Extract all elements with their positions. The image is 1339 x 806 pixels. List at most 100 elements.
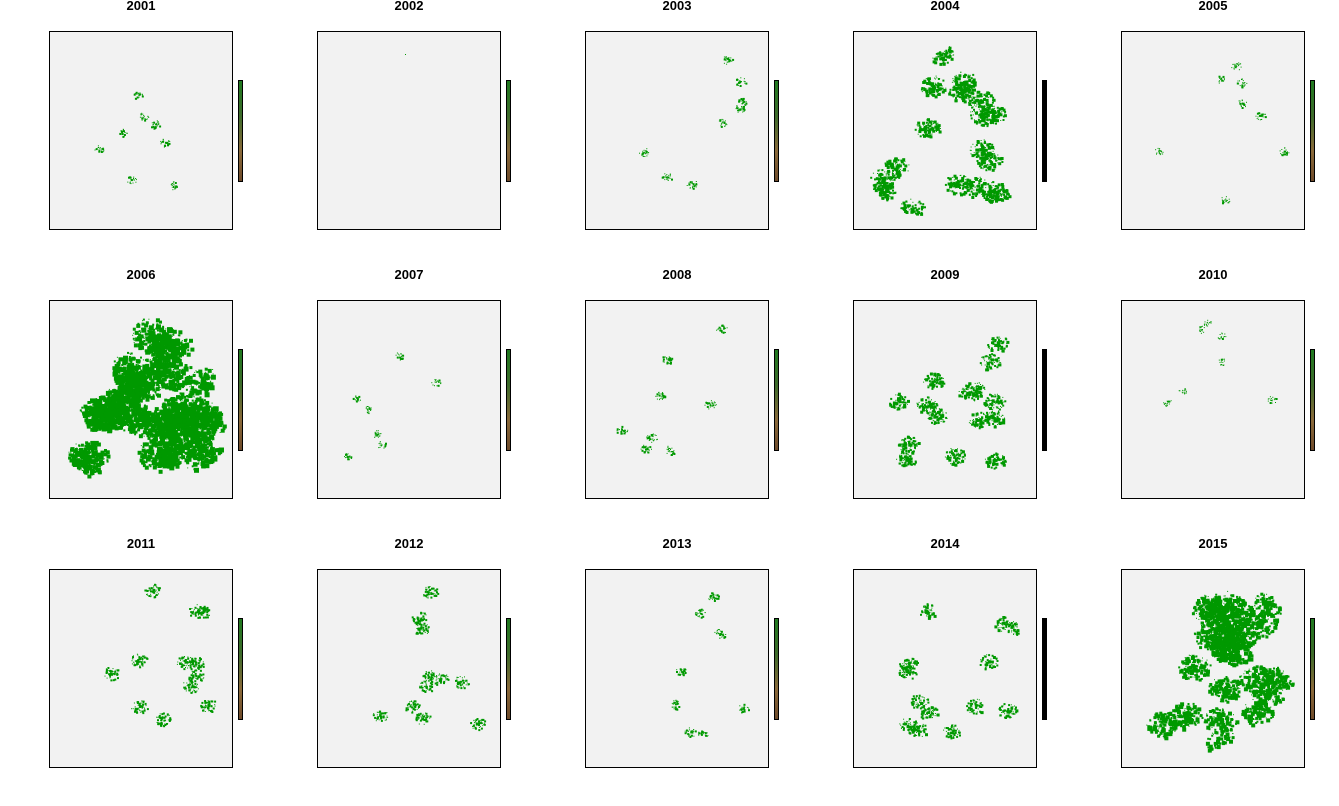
burned-patch	[959, 74, 961, 76]
burned-patch	[185, 456, 188, 459]
burned-patch	[887, 171, 890, 174]
burned-patch	[974, 101, 977, 104]
burned-patch	[191, 386, 195, 390]
burned-patch	[962, 192, 966, 196]
burned-patch	[953, 54, 955, 56]
burned-patch	[137, 322, 140, 325]
burned-patch	[989, 164, 991, 166]
burned-patch	[959, 179, 963, 183]
burned-patch	[903, 204, 907, 208]
burned-patch	[217, 419, 219, 421]
burned-patch	[158, 458, 163, 463]
burned-patch	[970, 111, 972, 113]
burned-patch	[207, 383, 210, 385]
burned-patch	[915, 212, 917, 215]
burned-patch	[1238, 83, 1240, 85]
burned-patch	[193, 401, 198, 406]
burned-patch	[149, 344, 151, 347]
burned-patch	[142, 406, 144, 408]
burned-patch	[903, 160, 905, 162]
burned-patch	[156, 364, 159, 367]
burned-patch	[151, 412, 155, 417]
burned-patch	[989, 161, 992, 163]
burned-patch	[162, 366, 165, 368]
burned-patch	[957, 185, 960, 188]
burned-patch	[934, 95, 938, 99]
burned-patch	[212, 411, 214, 413]
burned-patch	[159, 453, 164, 458]
burned-patch	[181, 369, 185, 374]
burned-patch	[933, 123, 935, 125]
burned-patch	[1006, 196, 1008, 197]
burned-patch	[1159, 148, 1161, 150]
burned-patch	[147, 116, 149, 118]
burned-patch	[174, 387, 179, 392]
burned-patch	[976, 120, 978, 123]
burned-patch	[986, 195, 988, 198]
burned-patch	[186, 345, 190, 349]
burned-patch	[171, 336, 173, 337]
burned-patch	[971, 99, 974, 101]
burned-patch	[943, 52, 946, 55]
burned-patch	[200, 421, 204, 425]
burned-patch	[156, 427, 158, 429]
burned-patch	[134, 93, 136, 95]
burned-patch	[102, 147, 104, 149]
burned-patch	[974, 104, 975, 106]
burned-patch	[144, 359, 147, 362]
burned-patch	[141, 462, 144, 465]
burned-patch	[138, 367, 141, 370]
burned-patch	[979, 110, 982, 113]
burned-patch	[994, 197, 998, 201]
burned-patch	[177, 382, 182, 387]
burned-patch	[142, 464, 146, 468]
burned-patch	[144, 384, 147, 387]
burned-patch	[144, 342, 148, 346]
burned-patch	[996, 106, 999, 109]
burned-patch	[152, 458, 155, 461]
burned-patch	[84, 471, 88, 475]
burned-patch	[154, 337, 158, 341]
burned-patch	[886, 162, 890, 166]
burned-patch	[943, 50, 945, 52]
burned-patch	[669, 173, 671, 175]
burned-patch	[978, 116, 980, 118]
burned-patch	[739, 80, 741, 81]
burned-patch	[904, 210, 908, 213]
burned-patch	[967, 182, 971, 186]
burned-patch	[126, 132, 128, 134]
burned-patch	[124, 132, 126, 134]
burned-patch	[152, 330, 155, 333]
burned-patch	[1234, 65, 1236, 67]
burned-patch	[996, 119, 999, 123]
burned-patch	[180, 401, 184, 405]
burned-patch	[900, 207, 903, 210]
burned-patch	[948, 47, 951, 50]
burned-patch	[152, 439, 154, 441]
burned-patch	[931, 93, 934, 96]
burned-patch	[184, 409, 188, 413]
burned-patch	[983, 152, 986, 156]
burned-patch	[164, 415, 166, 417]
burned-patch	[874, 189, 878, 193]
burned-patch	[992, 189, 996, 193]
burned-patch	[939, 92, 941, 94]
burned-patch	[172, 435, 176, 438]
burned-patch	[691, 181, 693, 183]
burned-patch	[154, 431, 160, 437]
burned-patch	[872, 184, 875, 187]
burned-patch	[156, 120, 158, 122]
burned-patch	[156, 122, 158, 124]
burned-patch	[950, 190, 951, 192]
burned-patch	[970, 149, 972, 151]
burned-patch	[961, 84, 964, 87]
burned-patch	[902, 202, 904, 204]
burned-patch	[147, 328, 149, 330]
burned-patch	[886, 199, 889, 202]
burned-patch	[738, 100, 741, 103]
burned-patch	[172, 388, 176, 392]
burned-patch	[918, 207, 921, 210]
burned-patch	[878, 175, 880, 177]
burned-patch	[187, 413, 190, 416]
burned-patch	[881, 176, 883, 179]
